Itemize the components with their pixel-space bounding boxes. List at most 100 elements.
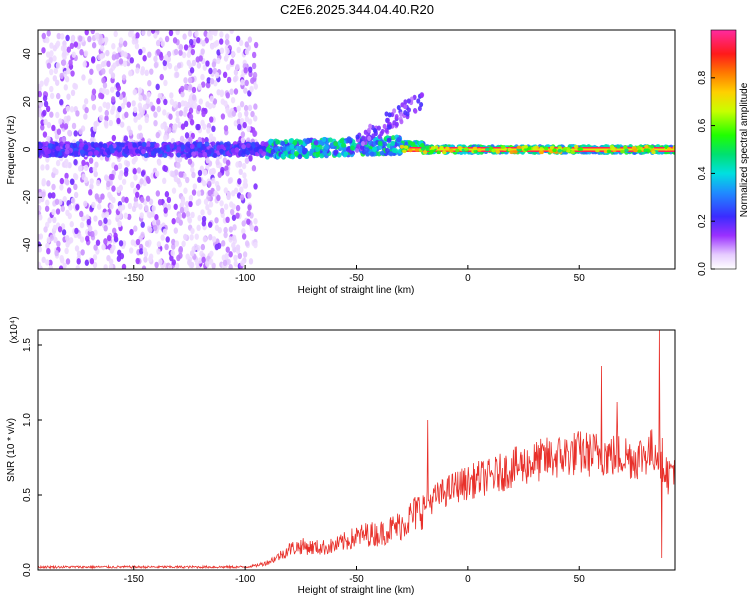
spectrogram-point xyxy=(83,98,89,105)
spectrogram-point xyxy=(52,216,57,224)
snr-scale-label: (x10⁴) xyxy=(9,316,20,343)
spectrogram-point xyxy=(128,148,134,155)
spectrogram-point xyxy=(133,155,138,163)
spectrogram-point xyxy=(439,146,444,151)
spectrogram-point xyxy=(135,67,140,74)
spectrogram-point xyxy=(188,194,194,202)
spectrogram-point xyxy=(424,145,430,150)
spectrogram-point xyxy=(182,33,187,40)
spectrogram-point xyxy=(229,208,235,216)
spectrogram-point xyxy=(79,49,84,56)
spectrogram-point xyxy=(71,122,77,130)
spectrogram-point xyxy=(242,121,247,129)
spectrogram-point xyxy=(78,142,84,148)
spectrogram-point xyxy=(419,142,425,149)
spectrogram-point xyxy=(190,227,195,235)
spectrogram-point xyxy=(228,236,233,243)
spectrogram-point xyxy=(59,177,65,185)
spectrogram-point xyxy=(429,149,434,154)
spectrogram-point xyxy=(180,144,186,150)
spectrogram-point xyxy=(164,125,169,132)
spectrogram-point xyxy=(113,232,118,239)
spectrogram-xtick-label: 50 xyxy=(574,273,586,284)
spectrogram-point xyxy=(280,140,286,146)
spectrogram-point xyxy=(249,150,255,156)
spectrogram-point xyxy=(156,241,162,248)
spectrogram-point xyxy=(69,178,75,185)
spectrogram-point xyxy=(42,95,48,102)
spectrogram-point xyxy=(108,258,114,265)
spectrogram-point xyxy=(200,209,205,216)
spectrogram-point xyxy=(219,89,225,96)
spectrogram-point xyxy=(192,183,198,190)
spectrogram-point xyxy=(93,244,98,251)
spectrogram-point xyxy=(101,77,106,84)
spectrogram-point xyxy=(142,55,147,62)
spectrogram-point xyxy=(181,240,186,247)
spectrogram-point xyxy=(196,104,202,112)
spectrogram-point xyxy=(236,46,241,54)
colorbar-tick-label: 0.4 xyxy=(697,166,708,180)
spectrogram-point xyxy=(253,241,258,249)
spectrogram-point xyxy=(65,234,70,242)
spectrogram-point xyxy=(131,38,137,45)
spectrogram-point xyxy=(174,240,180,247)
spectrogram-point xyxy=(55,145,61,151)
spectrogram-point xyxy=(102,82,108,89)
spectrogram-point xyxy=(240,136,246,144)
spectrogram-point xyxy=(147,51,152,58)
spectrogram-point xyxy=(209,95,214,102)
spectrogram-point xyxy=(620,149,625,154)
spectrogram-point xyxy=(200,243,206,251)
spectrogram-point xyxy=(343,151,349,157)
spectrogram-point xyxy=(89,68,94,75)
spectrogram-point xyxy=(243,104,249,112)
spectrogram-point xyxy=(169,92,174,99)
spectrogram-point xyxy=(174,262,180,269)
spectrogram-point xyxy=(188,38,194,46)
spectrogram-point xyxy=(62,50,67,57)
spectrogram-point xyxy=(355,147,360,153)
spectrogram-point xyxy=(213,80,218,87)
spectrogram-point xyxy=(321,136,327,143)
spectrogram-point xyxy=(140,69,145,76)
spectrogram-point xyxy=(104,211,110,218)
spectrogram-point xyxy=(163,165,169,173)
spectrogram-point xyxy=(79,236,85,243)
spectrogram-point xyxy=(116,186,121,194)
spectrogram-point xyxy=(121,263,127,269)
spectrogram-point xyxy=(183,83,189,91)
spectrogram-point xyxy=(188,200,193,208)
spectrogram-point xyxy=(68,59,73,66)
spectrogram-point xyxy=(216,144,222,151)
spectrogram-point xyxy=(38,214,43,221)
spectrogram-point xyxy=(140,148,146,155)
spectrogram-point xyxy=(185,201,190,208)
spectrogram-point xyxy=(136,167,142,174)
spectrogram-point xyxy=(155,39,161,47)
spectrogram-point xyxy=(207,180,212,188)
spectrogram-point xyxy=(51,208,56,216)
spectrogram-point xyxy=(157,159,162,166)
spectrogram-point xyxy=(174,71,180,78)
spectrogram-point xyxy=(136,113,142,120)
spectrogram-point xyxy=(100,193,105,200)
spectrogram-point xyxy=(52,45,58,52)
spectrogram-point xyxy=(573,144,579,149)
spectrogram-point xyxy=(140,196,145,203)
spectrogram-point xyxy=(249,224,255,232)
spectrogram-point xyxy=(242,251,248,258)
spectrogram-point xyxy=(67,162,72,169)
spectrogram-point xyxy=(167,126,172,134)
spectrogram-point xyxy=(135,238,141,246)
spectrogram-point xyxy=(55,79,60,86)
spectrogram-point xyxy=(181,212,187,219)
spectrogram-point xyxy=(108,119,113,127)
spectrogram-point xyxy=(55,208,61,215)
spectrogram-point xyxy=(390,140,396,146)
spectrogram-point xyxy=(388,151,394,157)
spectrogram-point xyxy=(201,81,206,88)
spectrogram-point xyxy=(202,123,207,130)
spectrogram-point xyxy=(549,145,555,150)
spectrogram-point xyxy=(128,70,133,77)
